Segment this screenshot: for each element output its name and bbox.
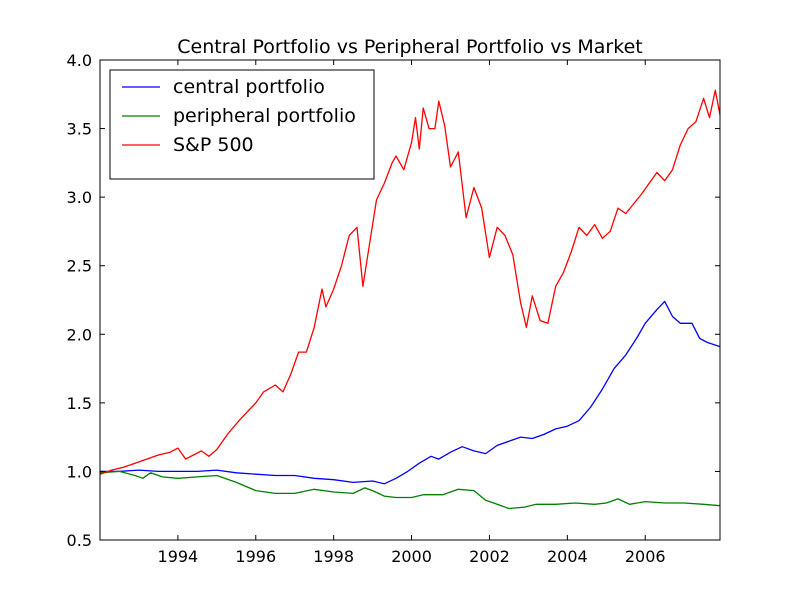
x-tick-label: 1994 [158, 547, 199, 566]
x-tick-label: 1998 [313, 547, 354, 566]
y-tick-label: 3.5 [67, 120, 92, 139]
y-tick-label: 1.5 [67, 394, 92, 413]
y-tick-label: 0.5 [67, 531, 92, 550]
series-line-1 [99, 470, 721, 510]
legend: central portfolio peripheral portfolio S&P… [109, 69, 375, 180]
x-tick-label: 1996 [235, 547, 276, 566]
chart-title: Central Portfolio vs Peripheral Portfoli… [177, 36, 642, 58]
legend-label: S&P 500 [173, 134, 254, 156]
y-tick-label: 1.0 [67, 462, 92, 481]
plot-area [99, 89, 721, 510]
axes: 1994 1996 1998 2000 2002 2004 2006 0.5 1.0 1.5 2.0… [67, 51, 721, 566]
series-line-0 [100, 300, 721, 485]
y-tick-label: 4.0 [67, 51, 92, 70]
x-tick-label: 2000 [391, 547, 432, 566]
x-tick-label: 2004 [547, 547, 588, 566]
y-tick-label: 3.0 [67, 188, 92, 207]
x-tick-label: 2002 [469, 547, 510, 566]
legend-box [109, 69, 375, 180]
y-tick-label: 2.0 [67, 325, 92, 344]
plot-frame [99, 59, 721, 541]
legend-label: peripheral portfolio [173, 105, 356, 127]
series-line-2 [99, 89, 721, 475]
legend-label: central portfolio [173, 76, 325, 98]
y-tick-label: 2.5 [67, 257, 92, 276]
x-tick-label: 2006 [625, 547, 666, 566]
